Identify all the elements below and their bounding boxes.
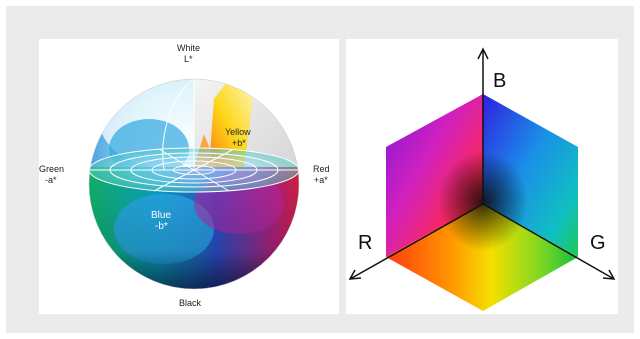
axis-b-label: B [493,70,507,92]
plus-a-star-label: +a* [314,175,328,185]
yellow-label: Yellow [225,127,251,137]
black-label: Black [179,298,202,308]
axis-r-label: R [358,232,373,254]
plus-b-star-label: +b* [232,138,246,148]
minus-a-star-label: -a* [45,175,57,185]
rgb-cube-graphic [348,47,616,311]
green-label: Green [39,164,65,174]
rgb-axes [348,47,616,280]
red-label: Red [313,164,330,174]
lab-sphere-panel: White L* Yellow +b* Green -a* Red +a* Bl… [39,39,339,314]
equator-rings [88,78,300,193]
minus-b-star-label: -b* [155,221,168,232]
blue-label: Blue [151,210,172,221]
lab-sphere-graphic [88,78,300,290]
axis-g-label: G [590,232,606,254]
rgb-cube-panel: B R G [346,39,618,314]
l-star-label: L* [184,54,193,64]
white-label: White [177,43,201,53]
figure-frame: White L* Yellow +b* Green -a* Red +a* Bl… [6,6,634,333]
